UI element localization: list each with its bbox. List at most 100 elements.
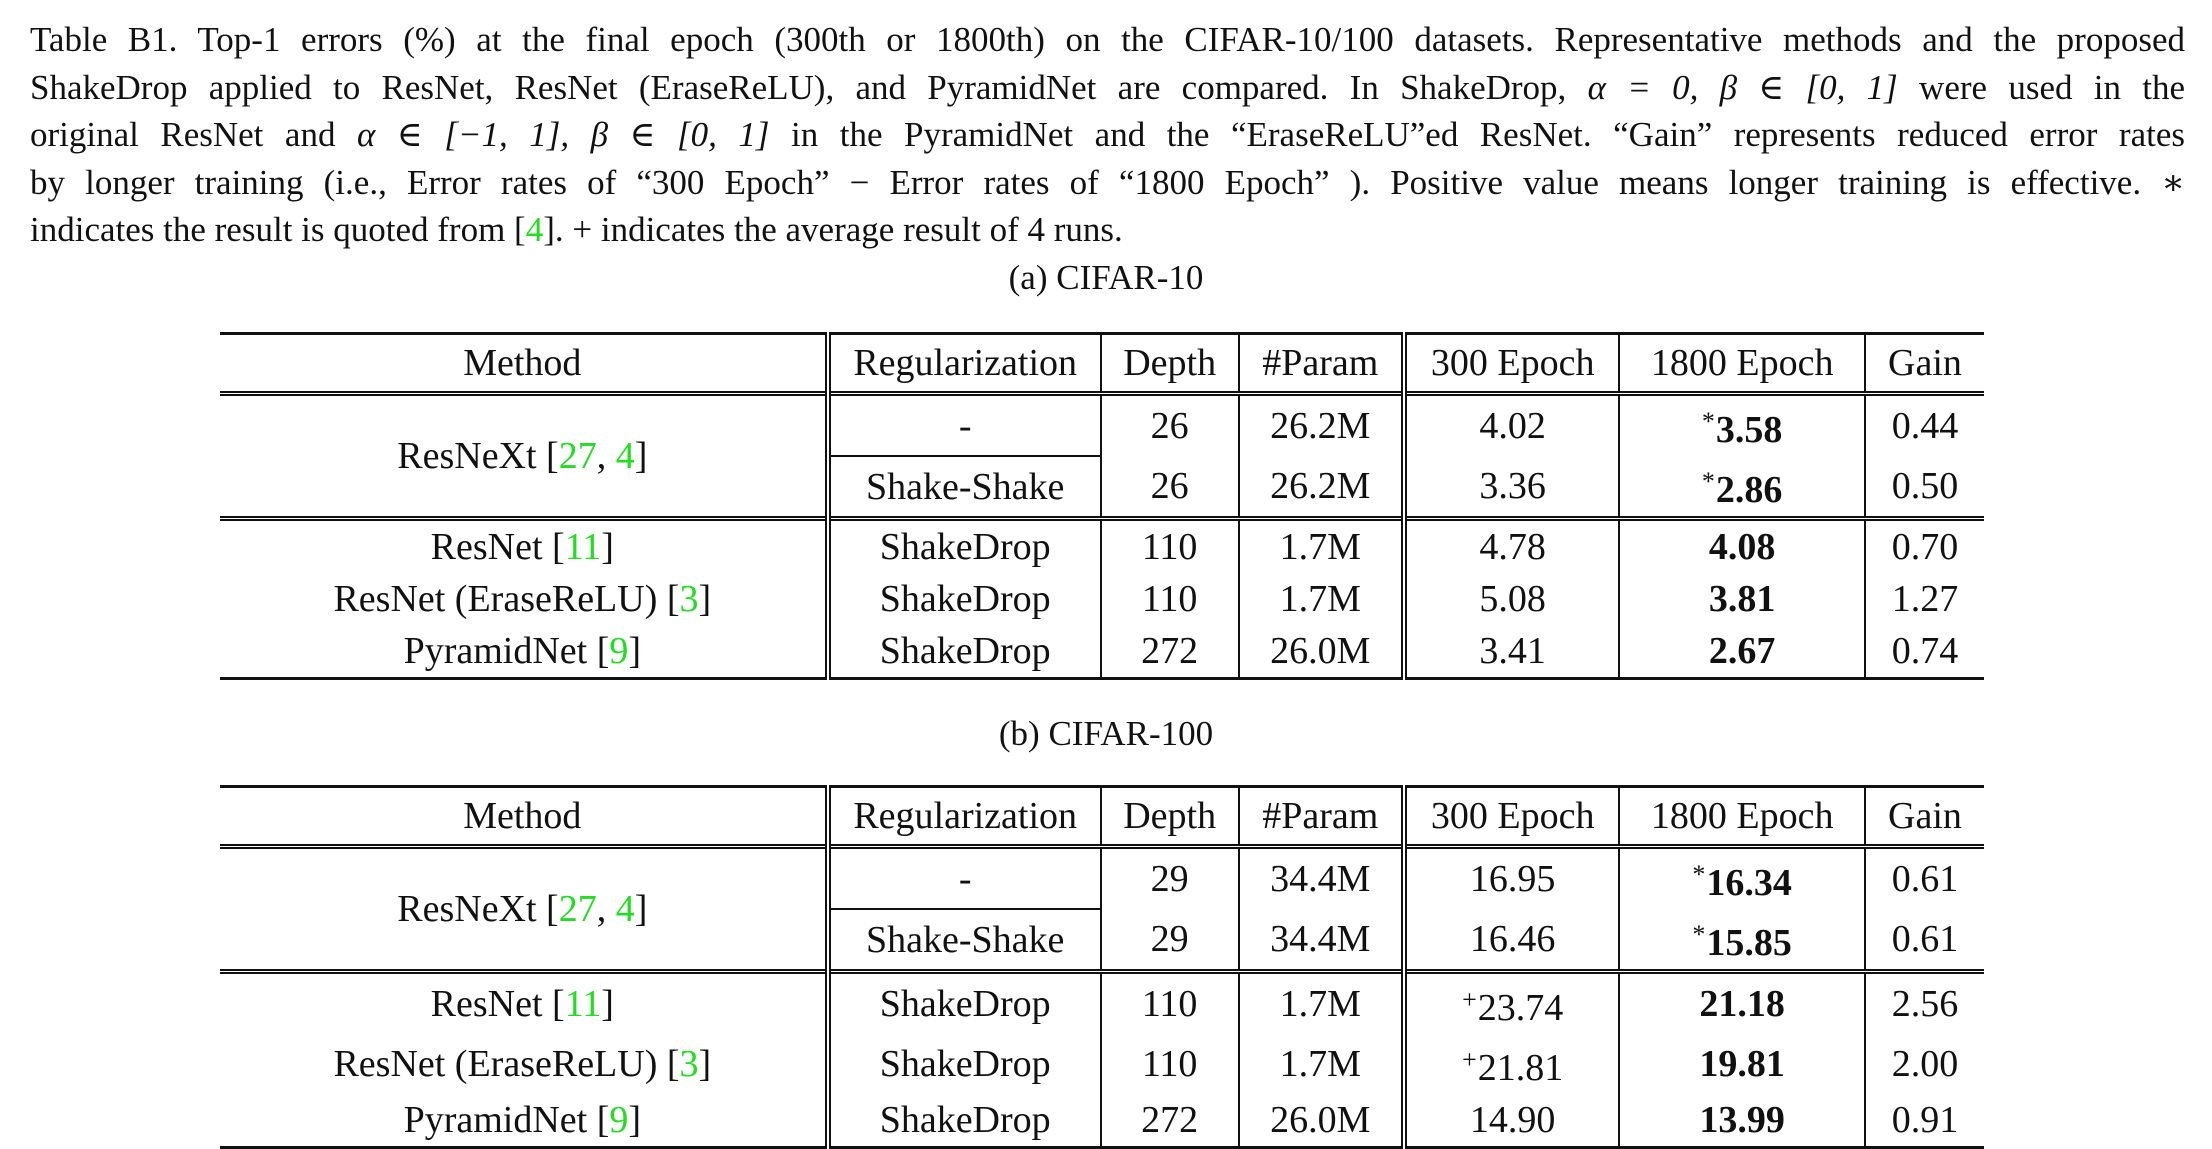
- depth-cell: 29: [1100, 909, 1240, 974]
- citation-link[interactable]: 11: [564, 983, 602, 1025]
- regularization-cell: ShakeDrop: [827, 573, 1102, 625]
- depth-cell: 26: [1100, 456, 1240, 521]
- caption-line-4: by longer training (i.e., Error rates of…: [30, 159, 2185, 207]
- epoch300-cell: 4.02: [1403, 393, 1621, 456]
- column-header: Method: [220, 785, 831, 849]
- caption-text: Table B1. Top-1 errors (%) at the final …: [30, 20, 2185, 59]
- method-name: ResNeXt [: [397, 435, 559, 477]
- epoch1800-cell: 2.67: [1619, 625, 1866, 680]
- depth-cell: 110: [1100, 1034, 1240, 1094]
- citation-link[interactable]: 3: [679, 578, 699, 620]
- result-marker: *: [1701, 467, 1715, 496]
- caption-line-2: ShakeDrop applied to ResNet, ResNet (Era…: [30, 64, 2185, 112]
- method-cell: ResNeXt [27, 4]: [220, 393, 831, 521]
- result-marker: +: [1462, 1045, 1477, 1074]
- citation-link[interactable]: 27: [558, 435, 597, 477]
- citation-link[interactable]: 9: [609, 630, 629, 672]
- error-value-best: 2.67: [1708, 630, 1776, 672]
- gain-cell: 2.00: [1891, 1043, 1959, 1085]
- error-value-best: 21.18: [1699, 983, 1785, 1025]
- epoch300-cell: +23.74: [1403, 971, 1621, 1034]
- gain-cell: 0.91: [1864, 1094, 1984, 1149]
- method-cell: ResNet (EraseReLU) [3]: [220, 573, 831, 625]
- error-value: 16.95: [1469, 858, 1556, 900]
- error-value: 5.08: [1479, 578, 1546, 620]
- epoch1800-cell: *2.86: [1619, 456, 1866, 521]
- citation-link[interactable]: 4: [615, 435, 635, 477]
- error-value-best: 3.58: [1715, 409, 1783, 451]
- column-header: 1800 Epoch: [1619, 332, 1866, 396]
- citation-link[interactable]: 11: [564, 526, 602, 568]
- table-caption: Table B1. Top-1 errors (%) at the final …: [30, 16, 2185, 254]
- depth-cell: 110: [1100, 971, 1240, 1034]
- caption-line-3: original ResNet and α ∈ [−1, 1], β ∈ [0,…: [30, 111, 2185, 159]
- column-header: 300 Epoch: [1403, 332, 1621, 396]
- citation-link[interactable]: 9: [609, 1099, 629, 1141]
- gain-cell: 2.56: [1891, 983, 1959, 1025]
- method-name: ]: [698, 578, 712, 620]
- method-name: ]: [634, 435, 648, 477]
- epoch300-cell: 16.46: [1403, 909, 1621, 974]
- column-header: Depth: [1100, 785, 1240, 849]
- param-cell: 26.0M: [1238, 625, 1407, 680]
- table-row: PyramidNet [9] ShakeDrop 272 26.0M 14.90 13.9…: [220, 1094, 1984, 1149]
- method-name: ResNet [: [430, 526, 565, 568]
- column-header: Gain: [1864, 785, 1984, 849]
- epoch1800-cell: 3.81: [1619, 573, 1866, 625]
- result-marker: *: [1692, 920, 1706, 949]
- caption-line-5: indicates the result is quoted from [4].…: [30, 206, 2185, 254]
- table-row: ResNeXt [27, 4] -26 26.2M 4.02 *3.58 0.44: [220, 393, 1984, 521]
- header-row: Method Regularization Depth #Param 300 Epoch…: [220, 785, 1984, 849]
- table-row: ResNet [11] ShakeDrop 110 1.7M 4.78 4.08 0.70: [220, 518, 1984, 573]
- citation-link[interactable]: 3: [679, 1043, 699, 1085]
- gain-cell: 0.61: [1864, 909, 1984, 974]
- caption-line-1: Table B1. Top-1 errors (%) at the final …: [30, 16, 2185, 64]
- method-cell: ResNet (EraseReLU) [3]: [220, 1034, 831, 1094]
- depth-cell: 272: [1100, 1094, 1240, 1149]
- caption-text: indicates the result is quoted from [: [30, 210, 526, 249]
- epoch1800-cell: *3.58: [1619, 393, 1866, 456]
- column-header: 300 Epoch: [1403, 785, 1621, 849]
- gain-cell: 0.44: [1891, 405, 1959, 447]
- method-cell: ResNet [11]: [220, 971, 831, 1034]
- regularization-cell: ShakeDrop: [827, 971, 1102, 1034]
- subtable-title-cifar10: (a) CIFAR-10: [1008, 258, 1204, 297]
- column-header: 1800 Epoch: [1619, 785, 1866, 849]
- method-name: ResNet (EraseReLU) [: [333, 1043, 680, 1085]
- caption-text: were used in the: [1897, 67, 2185, 107]
- epoch300-cell: 16.95: [1403, 846, 1621, 909]
- epoch1800-cell: 4.08: [1619, 518, 1866, 573]
- param-cell: 1.7M: [1238, 573, 1407, 625]
- method-name: ,: [596, 888, 616, 930]
- method-cell: PyramidNet [9]: [220, 1094, 831, 1149]
- column-header: Method: [220, 332, 831, 396]
- citation-link[interactable]: 27: [558, 888, 597, 930]
- regularization-cell: -: [827, 846, 1102, 910]
- error-value: 4.78: [1479, 526, 1546, 568]
- epoch1800-cell: 21.18: [1619, 971, 1866, 1034]
- citation-link[interactable]: 4: [525, 210, 544, 249]
- caption-text: ShakeDrop applied to ResNet, ResNet (Era…: [30, 67, 1588, 107]
- column-header: #Param: [1238, 785, 1407, 849]
- method-name: ResNeXt [: [397, 888, 559, 930]
- table-row: Shake-Shake 29 34.4M 16.46 *15.85 0.61: [220, 909, 1984, 974]
- epoch300-cell: 3.41: [1403, 625, 1621, 680]
- result-marker: *: [1701, 407, 1715, 436]
- method-name: ResNet (EraseReLU) [: [333, 578, 680, 620]
- epoch1800-cell: *16.34: [1619, 846, 1866, 909]
- caption-text: by longer training (i.e., Error rates of…: [30, 162, 2185, 202]
- caption-text: ]. + indicates the average result of 4 r…: [543, 210, 1123, 249]
- epoch300-cell: 3.36: [1403, 456, 1621, 521]
- method-name: ResNet [: [430, 983, 565, 1025]
- table-row: Shake-Shake 26 26.2M 3.36 *2.86 0.50: [220, 456, 1984, 521]
- epoch300-cell: +21.81: [1403, 1034, 1621, 1094]
- param-cell: 26.0M: [1238, 1094, 1407, 1149]
- table-row: ResNet (EraseReLU) [3] ShakeDrop 110 1.7M 5.…: [220, 573, 1984, 625]
- epoch300-cell: 5.08: [1403, 573, 1621, 625]
- citation-link[interactable]: 4: [615, 888, 635, 930]
- epoch1800-cell: 19.81: [1619, 1034, 1866, 1094]
- gain-cell: 0.70: [1891, 526, 1959, 568]
- param-cell: 34.4M: [1238, 909, 1407, 974]
- header-row: Method Regularization Depth #Param 300 Epoch…: [220, 332, 1984, 396]
- method-name: PyramidNet [: [403, 630, 610, 672]
